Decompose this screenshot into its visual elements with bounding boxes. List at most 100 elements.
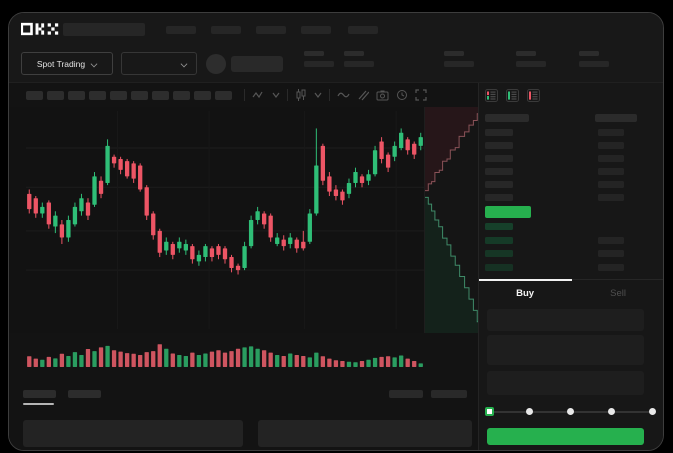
- nav-item-placeholder[interactable]: [166, 26, 196, 34]
- order-input-field[interactable]: [486, 309, 644, 331]
- candlestick-chart[interactable]: [9, 107, 481, 333]
- candle: [98, 180, 104, 194]
- order-input-field[interactable]: [486, 335, 644, 365]
- market-type-dropdown[interactable]: Spot Trading: [21, 52, 113, 75]
- candle: [105, 145, 110, 183]
- timeframe-placeholder[interactable]: [89, 90, 106, 100]
- timeframe-placeholder[interactable]: [110, 90, 127, 100]
- candle: [151, 213, 156, 236]
- tab-buy[interactable]: Buy: [516, 288, 535, 299]
- nav-item-placeholder[interactable]: [348, 26, 378, 34]
- candle: [314, 165, 319, 214]
- bottom-tab-placeholder[interactable]: [68, 390, 101, 398]
- candle: [170, 243, 175, 255]
- ask-price-placeholder: [484, 142, 513, 149]
- timeframe-placeholder[interactable]: [173, 90, 190, 100]
- amount-slider[interactable]: [484, 405, 656, 419]
- candle: [144, 187, 149, 216]
- ask-price-placeholder: [484, 181, 513, 188]
- timeframe-placeholder[interactable]: [215, 90, 232, 100]
- title-placeholder: [63, 23, 145, 36]
- last-price-badge: [484, 206, 531, 218]
- book-ask-icon[interactable]: [526, 89, 540, 107]
- app-window: Spot Trading: [8, 12, 664, 451]
- timeframe-placeholder[interactable]: [131, 90, 148, 100]
- ticker-label-placeholder: [516, 51, 536, 56]
- nav-item-placeholder[interactable]: [211, 26, 241, 34]
- candle: [359, 176, 365, 183]
- timeframe-placeholder[interactable]: [194, 90, 211, 100]
- chevron-down-icon: [181, 61, 187, 67]
- candle: [203, 246, 208, 258]
- candle: [131, 163, 136, 179]
- bottom-action-placeholder[interactable]: [389, 390, 423, 398]
- fullscreen-icon[interactable]: [415, 89, 427, 101]
- ask-amount-placeholder: [597, 155, 624, 162]
- ticker-label-placeholder: [444, 51, 464, 56]
- ticker-stat-placeholder: [344, 51, 374, 67]
- bid-price-placeholder: [484, 250, 513, 257]
- timeframe-placeholder[interactable]: [68, 90, 85, 100]
- bottom-action-placeholder[interactable]: [431, 390, 467, 398]
- slider-stop-100pct[interactable]: [648, 408, 656, 415]
- candle: [157, 230, 162, 253]
- nav-item-placeholder[interactable]: [256, 26, 286, 34]
- timeframe-placeholder[interactable]: [47, 90, 64, 100]
- ask-amount-placeholder: [597, 129, 624, 136]
- orderbook-header-price: [484, 114, 529, 122]
- candle: [320, 145, 326, 181]
- timeframe-placeholder[interactable]: [26, 90, 43, 100]
- pair-select-dropdown[interactable]: [121, 52, 197, 75]
- candle: [40, 206, 45, 214]
- chevron-down-icon[interactable]: [314, 89, 322, 101]
- nav-item-placeholder[interactable]: [301, 26, 331, 34]
- buy-submit-button[interactable]: [486, 428, 644, 445]
- book-split-icon[interactable]: [484, 89, 498, 107]
- order-input-field[interactable]: [486, 371, 644, 395]
- timeframe-placeholder[interactable]: [152, 90, 169, 100]
- candle: [190, 246, 195, 260]
- chevron-down-icon[interactable]: [272, 89, 280, 101]
- candle: [66, 220, 71, 238]
- candle: [27, 193, 32, 210]
- toolbar-divider: [244, 89, 245, 101]
- active-tab-indicator: [23, 403, 54, 405]
- ask-price-placeholder: [484, 194, 513, 201]
- candle: [209, 248, 215, 258]
- ticker-label-placeholder: [344, 51, 364, 56]
- candle: [405, 139, 410, 151]
- chevron-down-icon: [91, 61, 97, 67]
- drawing-tools-icon[interactable]: [357, 89, 369, 101]
- candle: [183, 243, 189, 251]
- candle-type-icon[interactable]: [295, 89, 307, 101]
- ticker-value-placeholder: [516, 61, 546, 67]
- camera-icon[interactable]: [376, 89, 389, 101]
- candle: [216, 246, 221, 255]
- candle: [111, 156, 117, 164]
- book-bid-icon[interactable]: [505, 89, 519, 107]
- candle: [235, 265, 241, 271]
- slider-stop-25pct[interactable]: [525, 408, 533, 415]
- history-clock-icon[interactable]: [396, 89, 408, 101]
- slider-stop-75pct[interactable]: [607, 408, 615, 415]
- slider-stop-0pct[interactable]: [484, 407, 494, 416]
- slider-stop-50pct[interactable]: [566, 408, 574, 415]
- candle: [138, 165, 143, 190]
- ticker-value-placeholder: [304, 61, 334, 67]
- ticker-stat-placeholder: [516, 51, 546, 67]
- volume-pane: [9, 333, 479, 369]
- candle: [366, 174, 371, 181]
- candle: [379, 141, 384, 159]
- ask-price-placeholder: [484, 168, 513, 175]
- candle: [79, 198, 84, 212]
- line-style-icon[interactable]: [252, 89, 265, 101]
- okx-logo[interactable]: [20, 22, 59, 41]
- orderbook-trade-panel: Buy Sell: [477, 83, 663, 450]
- trade-tabs: Buy Sell: [478, 279, 663, 305]
- market-bar: Spot Trading: [9, 45, 663, 83]
- tab-sell[interactable]: Sell: [610, 288, 626, 299]
- bottom-tab-active-placeholder[interactable]: [23, 390, 56, 398]
- indicator-wave-icon[interactable]: [337, 89, 350, 101]
- ticker-label-placeholder: [304, 51, 324, 56]
- ticker-label-placeholder: [579, 51, 599, 56]
